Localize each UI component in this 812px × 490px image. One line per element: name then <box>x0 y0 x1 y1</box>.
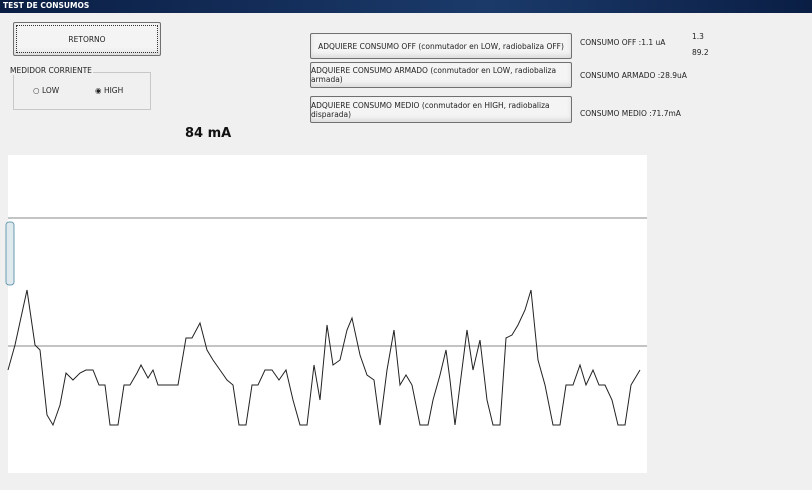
radio-high[interactable]: ◉ HIGH <box>95 86 124 95</box>
waveform <box>7 289 641 427</box>
retorno-button[interactable]: RETORNO <box>13 22 161 56</box>
result-label: CONSUMO OFF :1.1 uA <box>580 38 666 47</box>
current-reading: 84 mA <box>185 126 232 141</box>
acquire-off-button[interactable]: ADQUIERE CONSUMO OFF (conmutador en LOW,… <box>310 33 572 59</box>
side-value: 89.2 <box>692 48 709 57</box>
acquire-medium-button[interactable]: ADQUIERE CONSUMO MEDIO (conmutador en HI… <box>310 96 572 123</box>
side-value: 1.3 <box>692 32 704 41</box>
result-label: CONSUMO MEDIO :71.7mA <box>580 109 681 118</box>
title-bar: TEST DE CONSUMOS <box>0 0 812 13</box>
radio-label: LOW <box>41 86 60 95</box>
window-title: TEST DE CONSUMOS <box>3 1 90 10</box>
group-title: MEDIDOR CORRIENTE <box>9 66 93 75</box>
radio-label: HIGH <box>103 86 124 95</box>
radio-low[interactable]: ○ LOW <box>33 86 60 95</box>
side-tab <box>5 221 15 286</box>
acquire-armed-button[interactable]: ADQUIERE CONSUMO ARMADO (conmutador en L… <box>310 62 572 88</box>
result-label: CONSUMO ARMADO :28.9uA <box>580 71 687 80</box>
plot-area <box>8 155 647 473</box>
